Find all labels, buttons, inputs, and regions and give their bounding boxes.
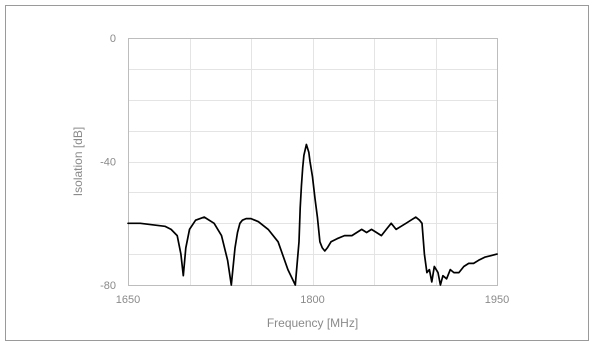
plot-area-border xyxy=(128,38,498,286)
y-axis-title: Isolation [dB] xyxy=(71,127,85,196)
y-tick-label: 0 xyxy=(110,33,116,45)
series-line xyxy=(127,143,498,286)
y-tick-label: -80 xyxy=(100,280,116,292)
gridlines xyxy=(128,38,497,285)
x-axis-title: Frequency [MHz] xyxy=(267,316,358,330)
x-tick-label: 1800 xyxy=(300,294,324,306)
tick-labels: 1650 1800 1950 0 -40 -80 xyxy=(100,33,509,306)
x-tick-label: 1650 xyxy=(116,294,140,306)
y-tick-label: -40 xyxy=(100,157,116,169)
x-tick-label: 1950 xyxy=(485,294,509,306)
